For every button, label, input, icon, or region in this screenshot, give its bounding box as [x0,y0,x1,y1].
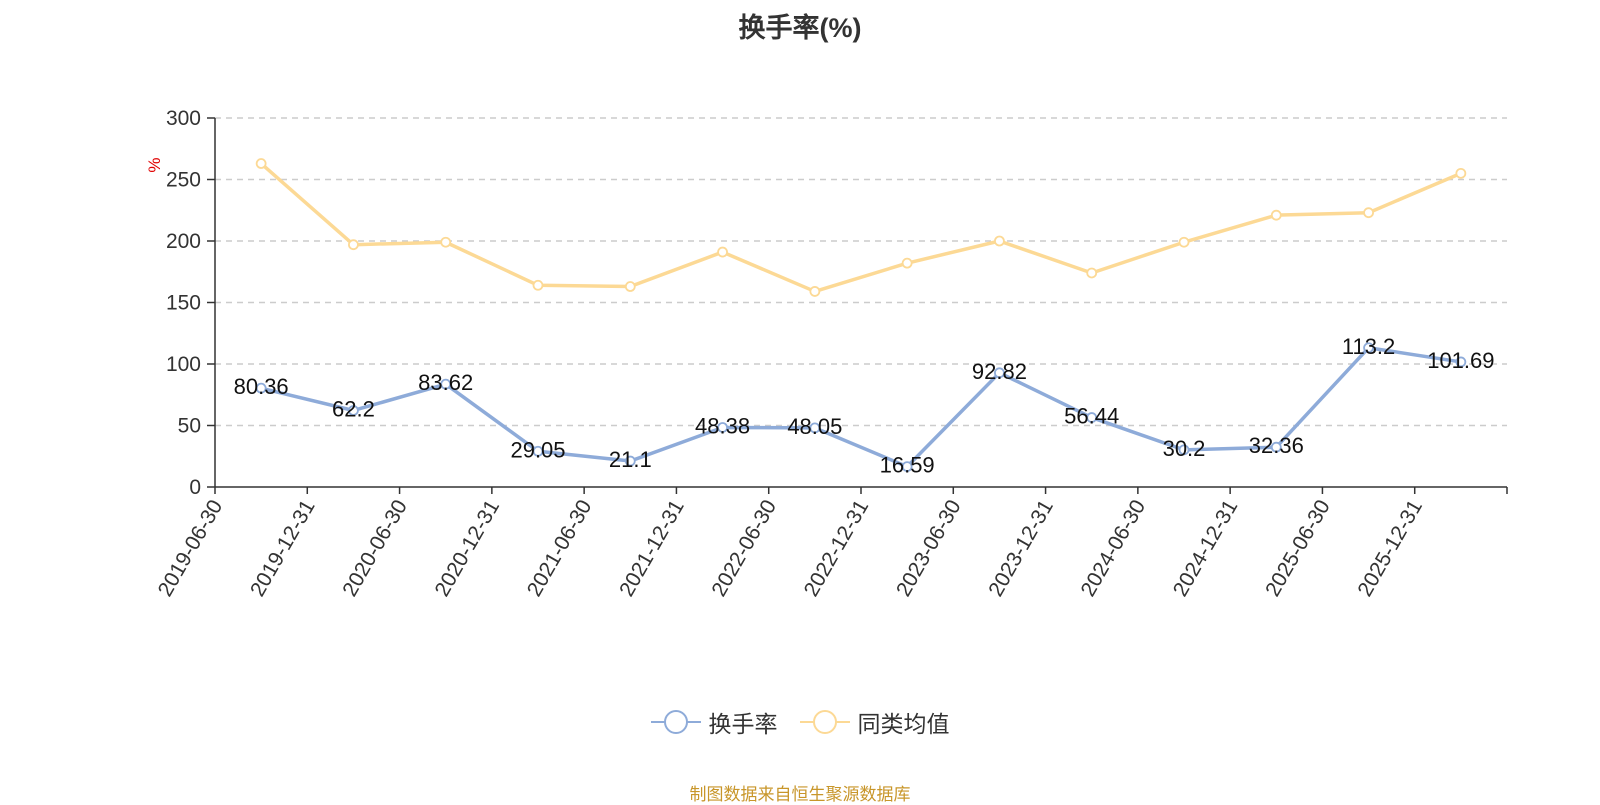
data-label: 101.69 [1427,348,1494,373]
data-point [1363,342,1374,354]
data-labels: 80.36 62.2 83.62 29.05 21.1 48.38 48.05 16.59 92… [234,334,1495,478]
y-tick-label: 250 [166,169,201,192]
y-tick-label: 100 [166,353,201,376]
y-axis-unit-label: % [145,157,164,172]
legend-label-turnover: 换手率 [708,711,778,737]
data-point [1086,267,1098,279]
data-point [1270,209,1282,221]
y-tick-label: 50 [178,415,201,438]
data-point [255,158,267,169]
x-tick-label: 2025-06-30 [1261,496,1335,601]
x-tick-label: 2024-06-30 [1077,496,1151,601]
data-point [348,239,359,251]
data-point [624,281,636,292]
x-tick-label: 2023-12-31 [984,496,1058,601]
data-label: 32.36 [1249,433,1304,458]
data-point [717,246,728,258]
data-point [1455,167,1467,179]
x-tick-label: 2023-06-30 [892,496,966,601]
chart-title: 换手率(%) [738,13,862,43]
x-tick-label: 2020-12-31 [431,496,505,601]
data-label: 62.2 [332,396,375,421]
x-tick-label: 2024-12-31 [1169,496,1243,601]
data-point [440,378,452,390]
x-tick-label: 2021-12-31 [615,496,689,601]
legend-label-peer-average: 同类均值 [857,711,950,737]
x-tick-label: 2019-12-31 [246,496,320,601]
x-tick-label: 2019-06-30 [154,496,228,601]
data-point [994,235,1005,247]
legend-marker-icon [799,709,850,735]
data-point [532,279,544,291]
data-point [1270,441,1282,453]
y-tick-label: 0 [189,476,201,499]
data-point [1178,236,1190,248]
data-label: 30.2 [1163,436,1206,461]
data-label: 113.2 [1342,334,1395,359]
data-point [717,422,728,433]
x-tick-label: 2022-12-31 [800,496,874,601]
data-point [901,461,913,472]
data-label: 92.82 [972,359,1027,384]
data-label: 48.05 [787,414,842,439]
y-tick-label: 200 [166,230,201,253]
x-tick-label: 2021-06-30 [523,496,597,601]
data-point [994,367,1005,379]
data-label: 80.36 [234,374,289,399]
data-point [809,286,821,297]
data-point [440,236,452,248]
legend: 换手率 同类均值 [0,705,1600,739]
legend-item-turnover[interactable]: 换手率 [650,705,778,739]
y-tick-label: 300 [166,107,201,130]
data-point [255,382,267,394]
x-tick-label: 2022-06-30 [707,496,781,601]
data-label: 83.62 [418,370,473,395]
data-point [1086,412,1098,423]
x-tick-label: 2025-12-31 [1353,496,1427,601]
data-point [809,422,821,434]
y-tick-label: 150 [166,292,201,315]
data-point [1178,444,1190,456]
data-label: 16.59 [880,453,935,478]
series-group [255,158,1467,472]
data-point [624,455,636,467]
source-note: 制图数据来自恒生聚源数据库 [689,785,911,804]
legend-item-peer-average[interactable]: 同类均值 [799,705,950,739]
legend-marker-icon [650,709,701,735]
series-line [259,162,1462,294]
data-point [901,257,913,269]
data-point [1363,207,1374,219]
data-label: 56.44 [1064,404,1119,429]
data-point [348,405,359,416]
data-label: 29.05 [510,437,565,462]
grid-lines [215,117,1507,427]
series-line [260,346,1462,469]
data-point [1455,356,1467,368]
data-point [532,445,544,457]
data-label: 21.1 [609,447,652,472]
data-label: 48.38 [695,413,750,438]
x-tick-label: 2020-06-30 [338,496,412,601]
